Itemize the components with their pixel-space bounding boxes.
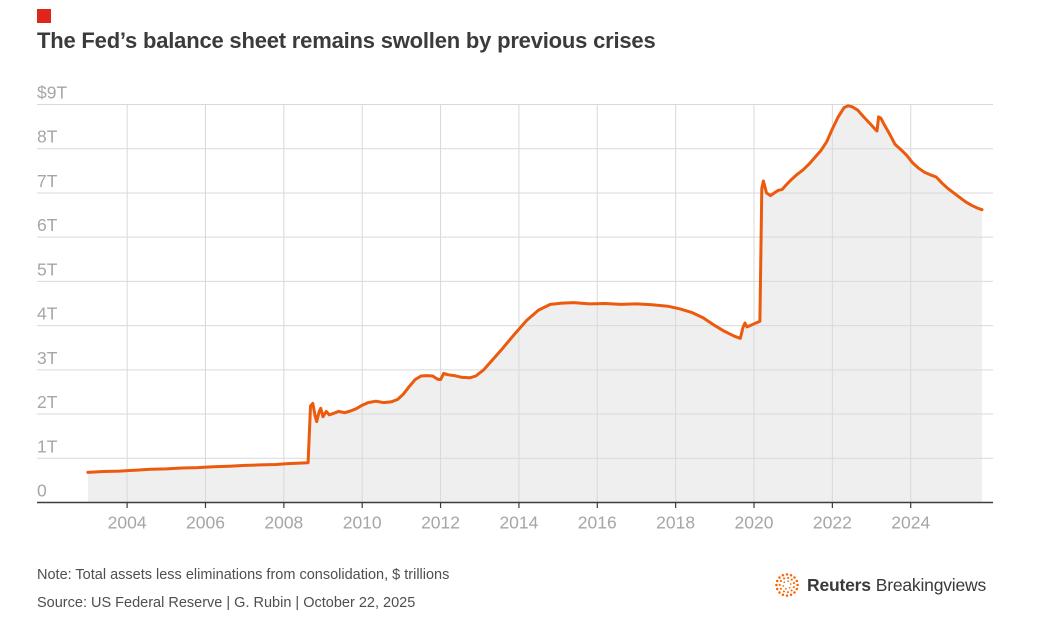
- logo-dot: [785, 573, 789, 576]
- x-axis-label: 2004: [108, 513, 147, 533]
- logo-dot: [785, 594, 789, 597]
- x-axis-label: 2006: [186, 513, 225, 533]
- page-title: The Fed’s balance sheet remains swollen …: [37, 28, 656, 53]
- series-area-fill: [87, 105, 982, 503]
- logo-dot: [793, 576, 796, 579]
- logo-dot: [775, 583, 778, 587]
- logo-dot: [775, 579, 779, 583]
- logo-dot: [789, 593, 793, 597]
- logo-dot: [787, 576, 790, 579]
- chart-note: Note: Total assets less eliminations fro…: [37, 567, 450, 583]
- y-axis-label: 4T: [37, 304, 58, 324]
- logo-dot: [783, 577, 786, 580]
- logo-dot: [778, 591, 781, 594]
- chart-source: Source: US Federal Reserve | G. Rubin | …: [37, 595, 416, 611]
- logo-dot: [786, 591, 789, 594]
- logo-dot: [795, 587, 799, 591]
- x-axis-label: 2018: [656, 513, 695, 533]
- logo-dot: [779, 587, 782, 590]
- logo-dot: [792, 582, 795, 585]
- reuters-breakingviews-logo: Reuters Breakingviews: [774, 572, 986, 598]
- logo-dot: [779, 579, 783, 583]
- x-axis-label: 2008: [264, 513, 303, 533]
- x-axis-label: 2020: [735, 513, 774, 533]
- x-axis-label: 2014: [499, 513, 538, 533]
- logo-dot: [790, 589, 793, 592]
- logo-dot: [796, 583, 799, 587]
- logo-dot: [781, 593, 785, 597]
- x-axis-label: 2010: [343, 513, 382, 533]
- x-axis-label: 2022: [813, 513, 852, 533]
- logo-dot: [781, 573, 785, 577]
- logo-dot: [790, 578, 793, 581]
- logo-dot: [795, 579, 799, 583]
- brand-square-icon: [37, 9, 51, 23]
- logo-dot: [778, 576, 781, 579]
- logo-dot: [792, 586, 795, 589]
- x-axis-label: 2024: [891, 513, 930, 533]
- y-axis-label: 5T: [37, 259, 58, 279]
- breakingviews-wordmark: Breakingviews: [875, 574, 986, 595]
- reuters-wordmark: Reuters: [807, 574, 871, 595]
- logo-dot: [782, 585, 785, 587]
- y-axis-label: 8T: [37, 127, 58, 147]
- y-axis-label: 3T: [37, 348, 58, 368]
- x-axis-label: 2012: [421, 513, 460, 533]
- logo-dot: [793, 591, 796, 594]
- y-axis-label: 6T: [37, 215, 58, 235]
- logo-dot: [785, 587, 787, 590]
- logo-dot: [775, 587, 779, 591]
- y-axis-label: 2T: [37, 392, 58, 412]
- logo-dot: [789, 573, 793, 577]
- logo-dot: [782, 590, 785, 593]
- logo-dot: [788, 586, 791, 589]
- y-axis-label: $9T: [37, 83, 67, 103]
- logo-dot: [789, 583, 792, 585]
- y-axis-label: 1T: [37, 436, 58, 456]
- series-line: [86, 104, 984, 474]
- y-axis-label: 7T: [37, 171, 58, 191]
- logo-dot: [787, 580, 789, 583]
- reuters-dotted-circle-icon: [775, 573, 799, 597]
- y-axis-label: 0: [37, 481, 47, 501]
- x-axis-label: 2016: [578, 513, 617, 533]
- logo-dot: [783, 581, 786, 584]
- logo-dot: [778, 583, 781, 586]
